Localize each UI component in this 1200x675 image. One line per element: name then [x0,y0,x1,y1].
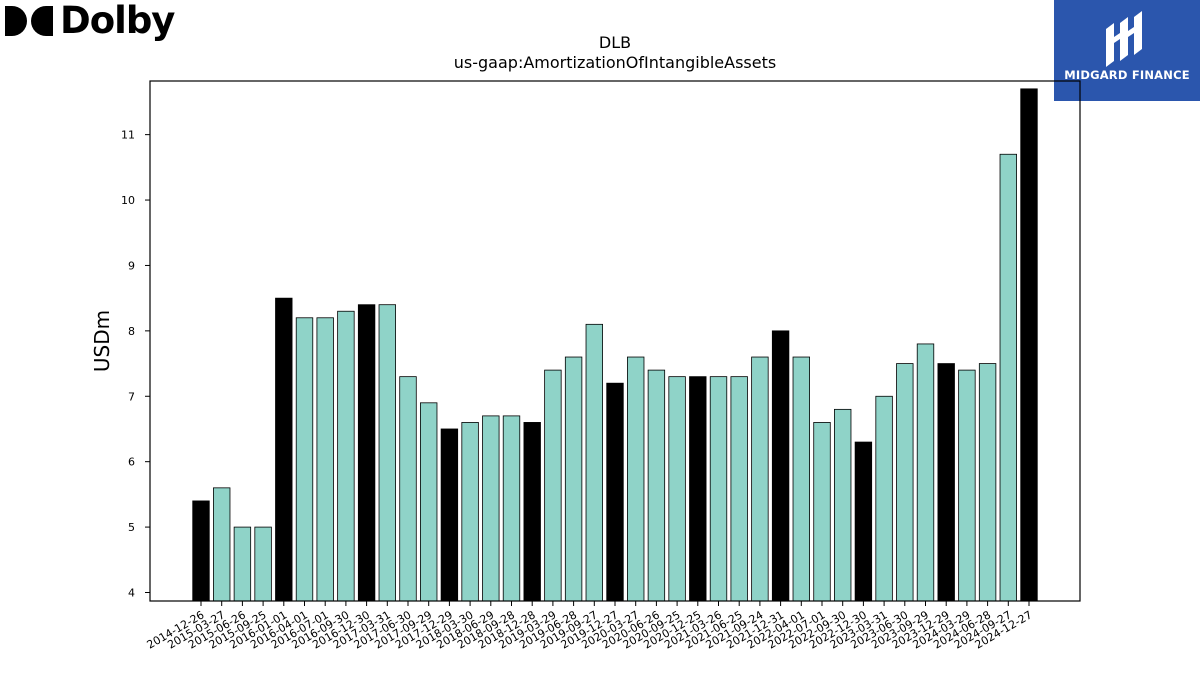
bar-2019-03-29 [544,369,562,602]
bar-2017-06-30 [399,376,417,602]
bar-2022-07-01 [813,422,831,602]
y-tick-label: 10 [121,194,135,207]
midgard-emblem-icon [1106,11,1142,67]
bar-2021-06-25 [730,376,748,602]
dolby-mark-left-icon [5,6,27,36]
bar-2022-04-01 [792,356,810,602]
bar-2015-03-27 [213,487,231,602]
bar-2021-03-26 [709,376,728,602]
y-tick-label: 7 [128,390,135,403]
bar-2019-12-27 [606,382,624,602]
bar-2024-03-29 [958,369,976,602]
bar-2021-09-24 [751,356,769,602]
bar-2021-12-31 [771,330,790,602]
bar-2016-12-30 [357,304,376,602]
bar-2022-12-30 [854,441,873,602]
bar-2017-03-31 [378,304,396,602]
bar-2020-06-26 [647,369,666,602]
chart-subtitle: us-gaap:AmortizationOfIntangibleAssets [454,53,776,72]
bar-2018-12-28 [523,422,541,602]
bar-2020-12-25 [689,376,707,602]
bar-2019-09-27 [585,323,603,602]
bar-2020-03-27 [627,356,645,602]
bars-group [192,88,1038,602]
dolby-wordmark: Dolby [60,0,175,42]
midgard-finance-logo: MIDGARD FINANCE [1054,0,1200,101]
bar-2022-09-30 [834,408,852,602]
chart-title: DLB [599,33,631,52]
bar-2017-12-29 [440,428,459,602]
bar-2016-04-01 [295,317,314,602]
bar-2016-01-01 [275,297,293,602]
bar-2015-09-25 [254,526,272,602]
bar-2016-09-30 [337,310,355,602]
bar-2017-09-29 [420,402,438,602]
bar-2015-06-26 [233,526,252,602]
y-tick-label: 9 [128,259,135,272]
bar-2016-07-01 [316,317,334,602]
bar-2024-09-27 [999,153,1017,602]
bar-2023-06-30 [896,363,914,602]
y-tick-label: 5 [128,521,135,534]
bar-2014-12-26 [192,500,210,602]
dolby-mark-right-icon [31,6,53,36]
y-axis: 4 5 6 7 8 9 10 11 [121,129,150,599]
midgard-brand-text: MIDGARD FINANCE [1064,68,1190,82]
y-tick-label: 6 [128,456,135,469]
bar-2024-06-28 [978,363,997,602]
dolby-logo: Dolby [4,0,175,46]
y-tick-label: 8 [128,325,135,338]
bar-2023-09-29 [916,343,935,602]
bar-2018-09-28 [502,415,521,602]
bar-2019-06-28 [564,356,583,602]
y-tick-label: 11 [121,129,135,142]
y-axis-label: USDm [90,310,114,372]
bar-2020-09-25 [668,376,686,602]
bar-2023-03-31 [875,395,893,602]
bar-2023-12-29 [937,363,955,602]
bar-2018-06-29 [482,415,500,602]
y-tick-label: 4 [128,586,135,599]
bar-2024-12-27 [1020,88,1038,602]
x-axis: 2014-12-262015-03-272015-06-262015-09-25… [145,601,1035,652]
bar-2018-03-30 [461,422,479,602]
